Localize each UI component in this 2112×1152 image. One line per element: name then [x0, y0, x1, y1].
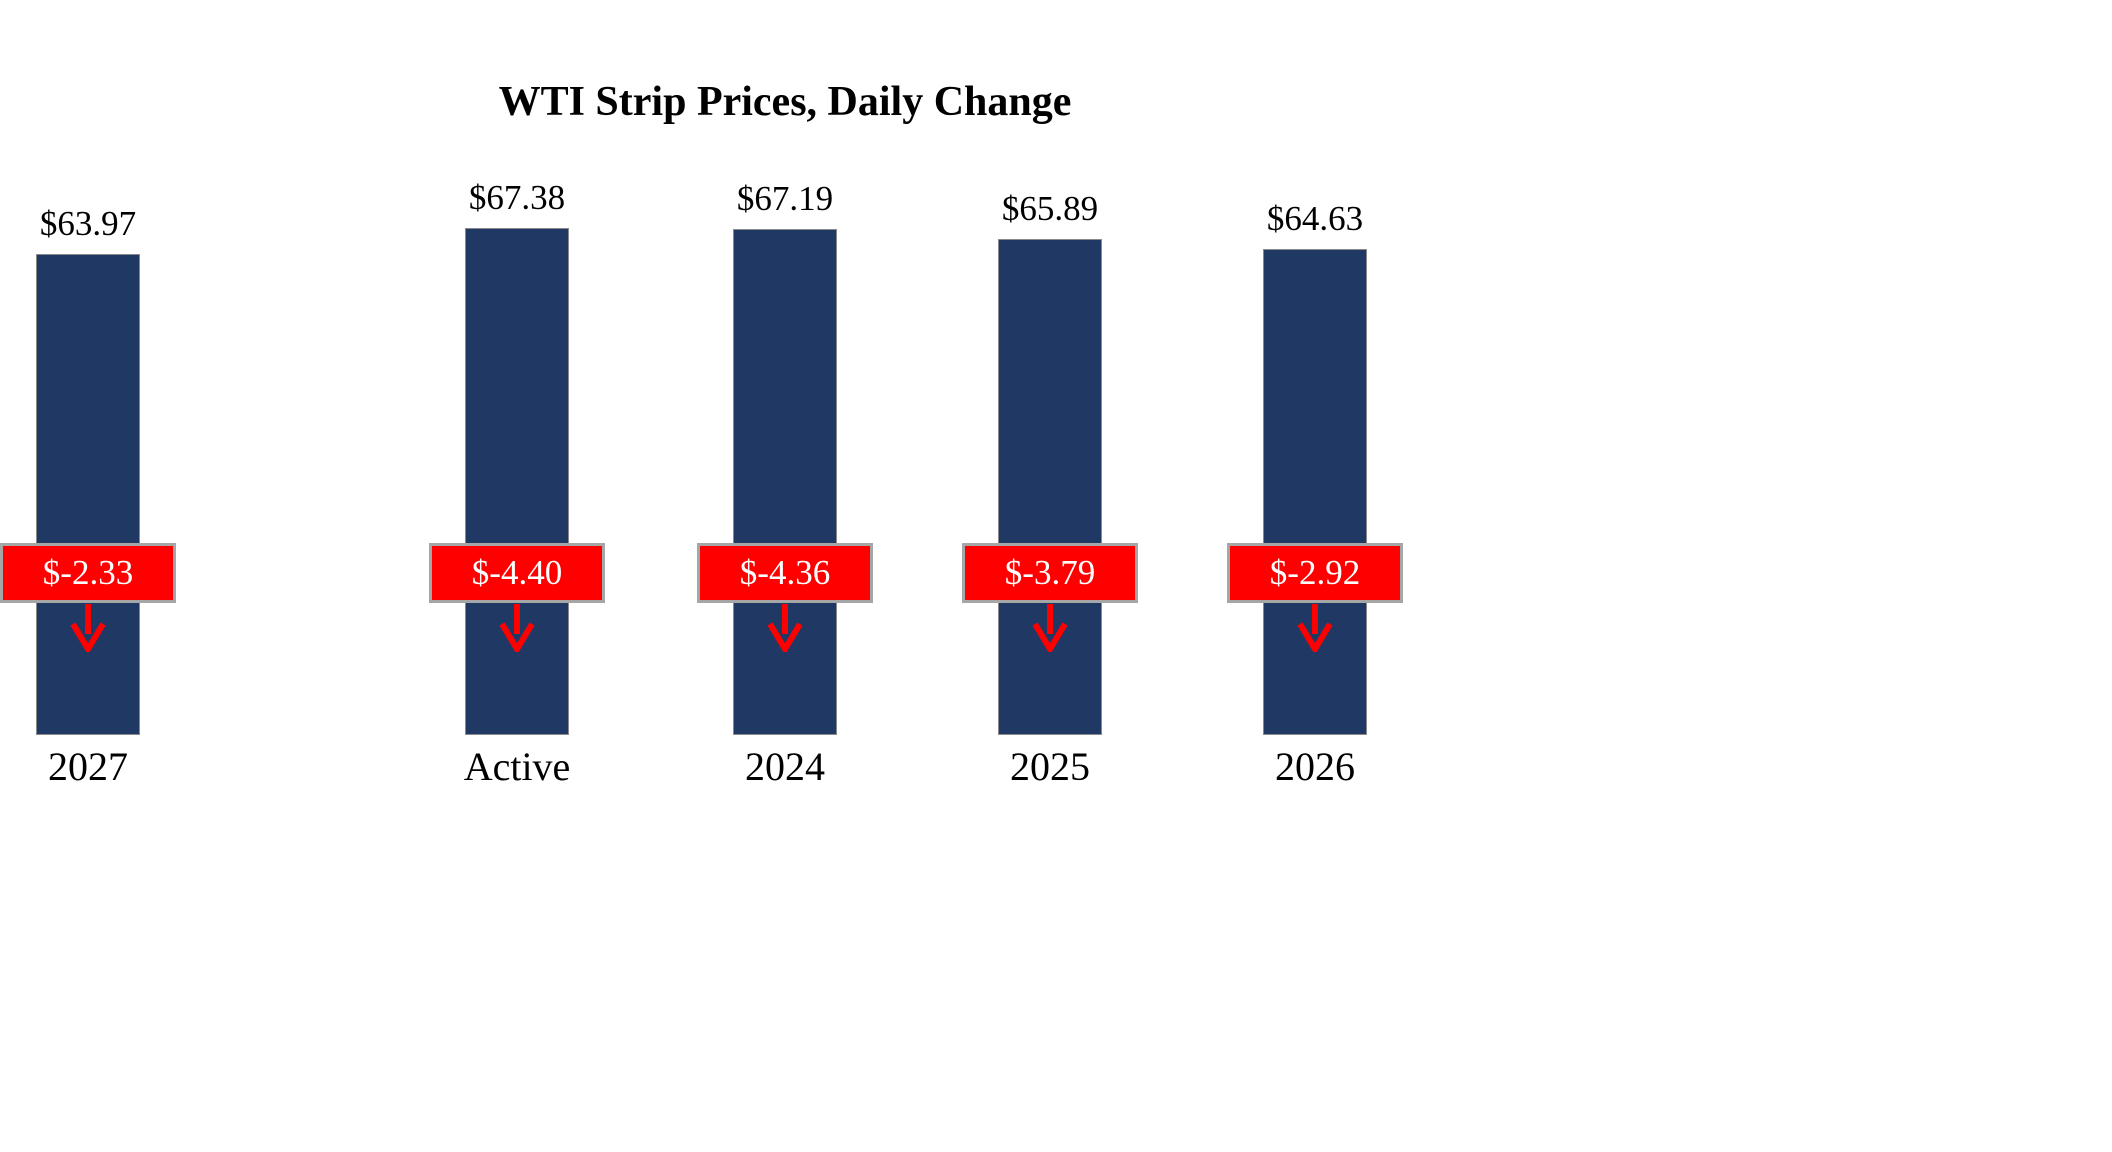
- change-badge: $-4.36: [697, 543, 873, 603]
- down-arrow-icon: [1032, 604, 1068, 652]
- down-arrow-icon: [70, 604, 106, 652]
- change-label: $-4.40: [471, 553, 563, 592]
- price-label: $64.63: [1266, 199, 1364, 238]
- price-label: $67.38: [468, 178, 566, 217]
- change-badge: $-2.33: [0, 543, 176, 603]
- bar: [733, 229, 837, 735]
- wti-strip-chart: WTI Strip Prices, Daily Change $67.38 $-…: [0, 0, 1403, 789]
- change-label: $-4.36: [739, 553, 831, 592]
- change-badge: $-4.40: [429, 543, 605, 603]
- bar: [36, 254, 140, 735]
- down-arrow-icon: [499, 604, 535, 652]
- category-label: Active: [463, 744, 571, 789]
- price-label: $63.97: [39, 204, 137, 243]
- bar: [998, 239, 1102, 735]
- change-label: $-3.79: [1004, 553, 1096, 592]
- change-label: $-2.92: [1269, 553, 1361, 592]
- change-badge: $-2.92: [1227, 543, 1403, 603]
- bar-group: $64.63 $-2.92 2026: [1227, 0, 1403, 789]
- price-label: $67.19: [736, 179, 834, 218]
- bar-group: $67.38 $-4.40 Active: [429, 0, 605, 789]
- bar: [1263, 249, 1367, 735]
- category-label: 2025: [1010, 744, 1090, 789]
- category-label: 2026: [1275, 744, 1355, 789]
- bar: [465, 228, 569, 735]
- down-arrow-icon: [767, 604, 803, 652]
- change-label: $-2.33: [42, 553, 134, 592]
- category-label: 2027: [48, 744, 128, 789]
- down-arrow-icon: [1297, 604, 1333, 652]
- price-label: $65.89: [1001, 189, 1099, 228]
- bar-group: $67.19 $-4.36 2024: [697, 0, 873, 789]
- bar-group: $63.97 $-2.33 2027: [0, 0, 176, 789]
- chart-title: WTI Strip Prices, Daily Change: [498, 79, 1072, 125]
- change-badge: $-3.79: [962, 543, 1138, 603]
- category-label: 2024: [745, 744, 825, 789]
- bar-group: $65.89 $-3.79 2025: [962, 0, 1138, 789]
